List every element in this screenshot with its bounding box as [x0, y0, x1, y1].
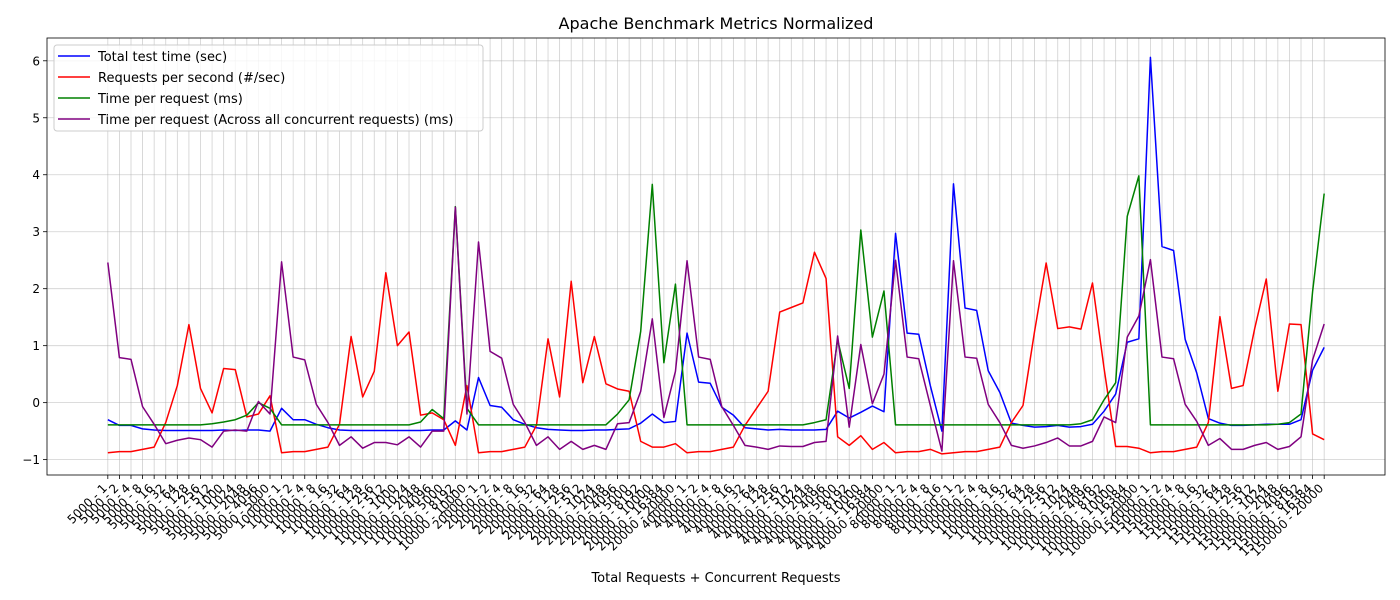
series-line [107, 251, 1325, 455]
legend-label: Requests per second (#/sec) [98, 71, 285, 86]
series-line [107, 206, 1325, 452]
legend-box [53, 44, 484, 132]
legend-label: Total test time (sec) [97, 50, 227, 65]
chart-title: Apache Benchmark Metrics Normalized [559, 14, 874, 33]
legend-label: Time per request (ms) [97, 92, 243, 107]
y-tick-label: 2 [32, 282, 40, 296]
y-tick-label: −1 [22, 453, 40, 467]
y-tick-label: 1 [32, 339, 40, 353]
series-line [107, 175, 1325, 426]
legend-label: Time per request (Across all concurrent … [97, 113, 453, 128]
legend: Total test time (sec) Requests per second… [53, 44, 484, 132]
y-tick-label: 5 [32, 111, 40, 125]
y-tick-label: 0 [32, 396, 40, 410]
y-tick-label: 3 [32, 225, 40, 239]
series-line [107, 56, 1325, 432]
plot-frame [46, 37, 1386, 476]
y-tick-label: 4 [32, 168, 40, 182]
x-axis-label: Total Requests + Concurrent Requests [590, 571, 840, 586]
y-tick-label: 6 [32, 54, 40, 68]
